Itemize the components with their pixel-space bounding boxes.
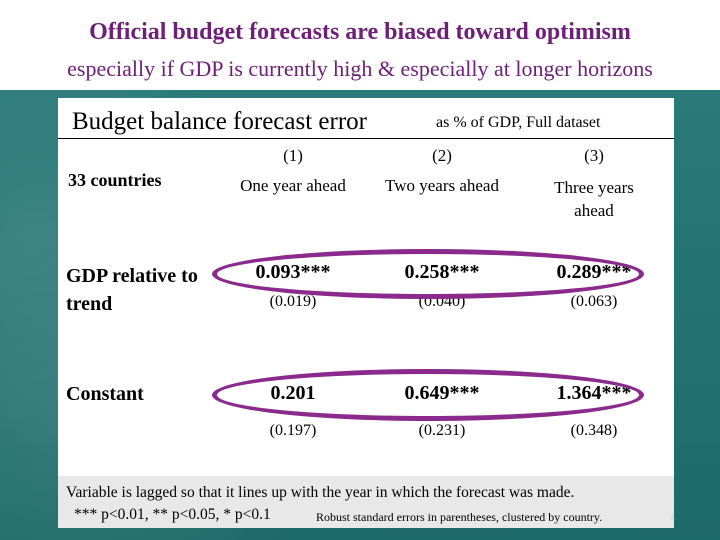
page-number: 4 — [670, 512, 675, 522]
row-label-constant: Constant — [66, 383, 144, 405]
slide-header: Official budget forecasts are biased tow… — [0, 0, 720, 90]
slide-subtitle: especially if GDP is currently high & es… — [67, 56, 653, 81]
table-title: Budget balance forecast error — [72, 108, 367, 135]
column-2-label: Two years ahead — [385, 176, 499, 195]
column-1-number: (1) — [283, 146, 303, 165]
column-3-label: Three years ahead — [554, 178, 634, 220]
table-rule — [58, 138, 674, 139]
column-2-number: (2) — [432, 146, 452, 165]
table-notes: Variable is lagged so that it lines up w… — [58, 476, 674, 528]
column-1-label: One year ahead — [240, 176, 346, 195]
se-const-3: (0.348) — [570, 422, 618, 439]
se-const-1: (0.197) — [269, 422, 317, 439]
se-gdp-1: (0.019) — [269, 293, 317, 310]
se-const-2: (0.231) — [418, 422, 466, 439]
slide-title: Official budget forecasts are biased tow… — [89, 19, 631, 45]
note-robust-se: Robust standard errors in parentheses, c… — [316, 510, 603, 524]
note-significance: *** p<0.01, ** p<0.05, * p<0.1 — [74, 506, 271, 523]
note-lag: Variable is lagged so that it lines up w… — [66, 484, 575, 501]
highlight-ellipse-gdp — [212, 249, 644, 299]
column-3-number: (3) — [584, 146, 604, 165]
highlight-ellipse-constant — [212, 369, 644, 421]
row-label-gdp: GDP relative to trend — [66, 265, 198, 315]
table-subtitle: as % of GDP, Full dataset — [436, 114, 601, 131]
se-gdp-3: (0.063) — [570, 293, 618, 310]
countries-label: 33 countries — [68, 170, 162, 190]
regression-table: Budget balance forecast error as % of GD… — [58, 98, 674, 528]
